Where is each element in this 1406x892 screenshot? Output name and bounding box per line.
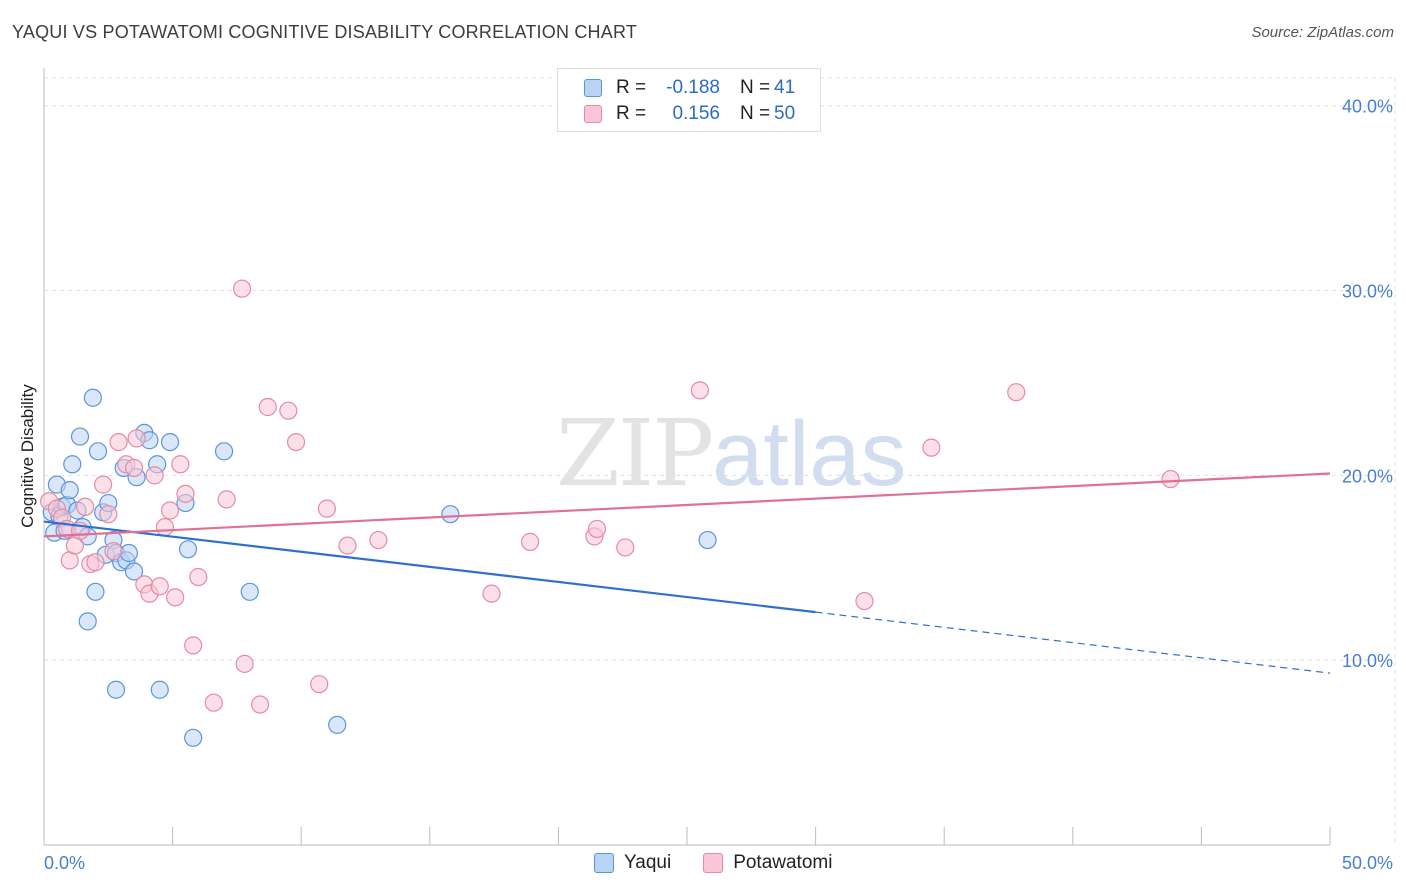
yaqui-point: [78, 612, 97, 631]
y-axis-label: Cognitive Disability: [18, 384, 37, 528]
potawatomi-point: [99, 505, 118, 524]
x-tick-label: 50.0%: [1342, 853, 1393, 873]
yaqui-point: [63, 455, 82, 474]
yaqui-point: [106, 680, 126, 699]
potawatomi-trend-line: [43, 472, 1331, 538]
potawatomi-point: [232, 279, 252, 298]
potawatomi-point: [145, 466, 164, 485]
potawatomi-point: [922, 438, 941, 457]
potawatomi-point: [189, 567, 208, 587]
series-potawatomi: [40, 279, 1180, 714]
potawatomi-point: [482, 584, 501, 603]
legend-swatch-yaqui: [584, 79, 602, 97]
series-label-potawatomi: Potawatomi: [733, 852, 833, 873]
x-tick-label: 0.0%: [44, 853, 85, 873]
legend-row-potawatomi: R = 0.156 N = 50: [584, 103, 795, 125]
yaqui-point: [441, 505, 460, 524]
legend-r-label: R =: [616, 103, 647, 124]
series-swatch-potawatomi: [703, 853, 724, 873]
source-label: Source: ZipAtlas.com: [1251, 24, 1394, 41]
potawatomi-point: [86, 553, 105, 572]
yaqui-point: [184, 728, 203, 747]
potawatomi-point: [176, 484, 195, 503]
potawatomi-point: [171, 455, 190, 474]
yaqui-point: [86, 582, 105, 601]
potawatomi-point: [76, 497, 95, 516]
potawatomi-point: [150, 577, 169, 596]
potawatomi-point: [109, 432, 128, 452]
potawatomi-point: [258, 397, 277, 417]
potawatomi-point: [616, 538, 635, 557]
series-label-yaqui: Yaqui: [624, 852, 672, 873]
legend-n-value-yaqui: 41: [774, 77, 796, 98]
potawatomi-point: [155, 518, 174, 537]
potawatomi-point: [317, 499, 337, 518]
legend-r-label: R =: [616, 77, 647, 98]
yaqui-point: [70, 427, 90, 446]
legend-r-value-yaqui: -0.188: [666, 77, 720, 98]
correlation-legend: R = -0.188 N = 41 R = 0.156 N = 50: [557, 68, 821, 132]
yaqui-point: [60, 481, 79, 500]
yaqui-trend-extension: [815, 611, 1331, 674]
potawatomi-point: [338, 536, 357, 555]
potawatomi-point: [521, 532, 540, 551]
potawatomi-point: [127, 429, 146, 448]
y-tick-label: 20.0%: [1342, 466, 1393, 486]
yaqui-point: [119, 543, 138, 563]
yaqui-point: [124, 562, 144, 581]
yaqui-point: [88, 442, 108, 461]
yaqui-point: [698, 530, 717, 550]
potawatomi-point: [1007, 383, 1026, 402]
potawatomi-point: [286, 432, 306, 452]
potawatomi-point: [369, 530, 388, 550]
series-swatch-yaqui: [594, 853, 614, 873]
y-tick-label: 10.0%: [1342, 651, 1393, 671]
legend-n-value-potawatomi: 50: [774, 103, 796, 124]
series-legend: Yaqui Potawatomi: [594, 852, 864, 874]
potawatomi-point: [310, 675, 329, 694]
potawatomi-point: [94, 475, 113, 494]
y-tick-label: 30.0%: [1342, 282, 1393, 302]
potawatomi-point: [250, 695, 270, 714]
potawatomi-point: [217, 490, 236, 509]
potawatomi-point: [279, 401, 298, 420]
potawatomi-point: [124, 458, 144, 478]
potawatomi-point: [104, 542, 123, 561]
yaqui-point: [214, 442, 234, 461]
series-legend-potawatomi[interactable]: Potawatomi: [703, 852, 832, 874]
potawatomi-point: [204, 693, 223, 712]
chart-title: YAQUI VS POTAWATOMI COGNITIVE DISABILITY…: [12, 22, 638, 42]
legend-n-label: N =: [740, 103, 771, 124]
potawatomi-point: [184, 636, 203, 655]
legend-r-value-potawatomi: 0.156: [672, 103, 720, 124]
potawatomi-point: [1161, 469, 1180, 489]
potawatomi-point: [166, 588, 185, 607]
legend-swatch-potawatomi: [584, 105, 602, 123]
potawatomi-point: [160, 501, 180, 520]
yaqui-trend-line: [43, 520, 816, 614]
y-tick-label: 40.0%: [1342, 97, 1393, 117]
yaqui-point: [83, 388, 102, 407]
yaqui-point: [160, 432, 180, 452]
potawatomi-point: [235, 654, 254, 673]
yaqui-point: [178, 540, 198, 559]
potawatomi-point: [587, 519, 607, 539]
potawatomi-point: [855, 591, 874, 611]
yaqui-point: [240, 582, 259, 601]
series-legend-yaqui[interactable]: Yaqui: [594, 852, 671, 874]
potawatomi-point: [690, 381, 709, 400]
legend-n-label: N =: [740, 77, 771, 98]
yaqui-point: [150, 680, 169, 699]
yaqui-point: [328, 715, 347, 734]
legend-row-yaqui: R = -0.188 N = 41: [584, 77, 795, 99]
